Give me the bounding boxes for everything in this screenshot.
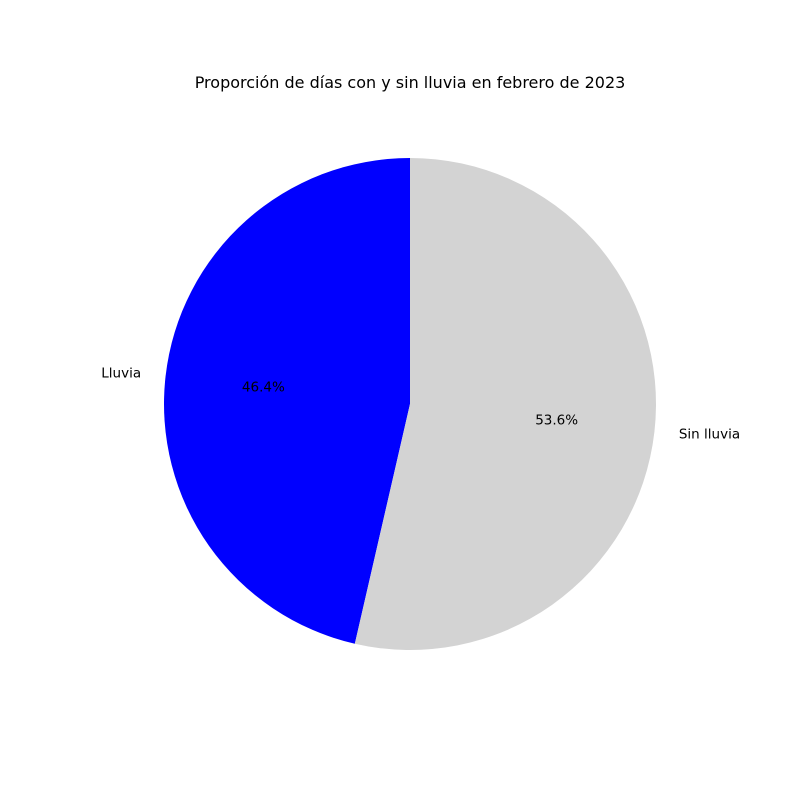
slice-percentage-label: 53.6% bbox=[535, 413, 578, 429]
pie-slices bbox=[164, 158, 657, 650]
pie-labels: Lluvia 46.4% Sin lluvia 53.6% bbox=[101, 365, 740, 442]
chart-title: Proporción de días con y sin lluvia en f… bbox=[195, 73, 626, 92]
slice-percentage-label: 46.4% bbox=[242, 379, 285, 395]
pie-slice-lluvia bbox=[164, 158, 410, 644]
slice-label: Sin lluvia bbox=[679, 427, 740, 443]
pie-slice-sin-lluvia bbox=[354, 158, 657, 650]
slice-label: Lluvia bbox=[101, 365, 141, 381]
